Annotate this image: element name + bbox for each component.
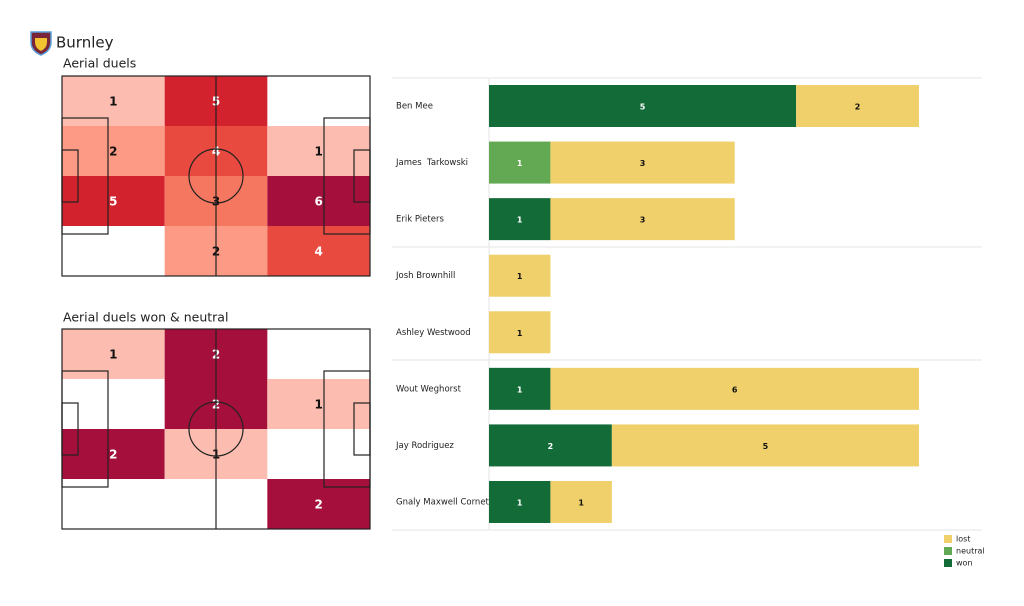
bar-label: 2: [855, 103, 861, 112]
bar-label: 1: [517, 159, 523, 168]
bar-label: 1: [517, 272, 523, 281]
bar-segment: [796, 85, 919, 127]
bar-label: 3: [640, 159, 646, 168]
bar-segment: [489, 141, 551, 184]
goal-box: [61, 402, 79, 456]
bar-segment: [550, 141, 735, 184]
player-name: Jay Rodriguez: [395, 441, 454, 451]
bar-segment: [489, 254, 551, 297]
cell-label: 1: [109, 95, 117, 109]
pitch: [61, 75, 371, 277]
cell-label: 1: [314, 145, 322, 159]
bar-segment: [489, 311, 551, 354]
cell-label: 2: [314, 498, 322, 512]
bar-label: 2: [548, 442, 554, 451]
heat-cell: [62, 429, 165, 479]
bar-segment: [489, 480, 551, 523]
player-name: Wout Weghorst: [396, 384, 462, 394]
bar-segment: [489, 85, 797, 127]
cell-label: 1: [109, 348, 117, 362]
bar-segment: [550, 480, 612, 523]
bar-segment: [550, 367, 919, 410]
pitch: [61, 328, 371, 530]
heat-cell: [267, 176, 370, 226]
cell-label: 2: [109, 145, 117, 159]
legend-label: won: [956, 559, 973, 568]
legend-label: neutral: [956, 547, 985, 556]
bar-label: 6: [732, 385, 738, 394]
heatmap-title: Aerial duels won & neutral: [63, 310, 228, 325]
bar-segment: [550, 198, 735, 241]
heat-cell: [62, 126, 165, 176]
centre-circle: [188, 148, 244, 204]
goal-box: [353, 149, 371, 203]
bar-label: 1: [517, 216, 523, 225]
bar-label: 1: [517, 385, 523, 394]
bar-label: 5: [763, 442, 769, 451]
heatmap-title: Aerial duels: [63, 56, 136, 71]
goal-box: [353, 402, 371, 456]
cell-label: 5: [109, 195, 117, 209]
player-name: Erik Pieters: [396, 215, 444, 225]
goal-box: [61, 149, 79, 203]
bar-segment: [489, 198, 551, 241]
legend-label: lost: [956, 535, 970, 544]
centre-circle: [188, 401, 244, 457]
bar-label: 1: [578, 498, 584, 507]
bar-label: 1: [517, 498, 523, 507]
group-separators: [392, 77, 982, 531]
cell-label: 4: [314, 245, 322, 259]
cell-label: 6: [314, 195, 322, 209]
bar-segment: [611, 424, 919, 467]
cell-label: 1: [314, 398, 322, 412]
bar-segment: [489, 424, 612, 467]
legend-swatch: [944, 535, 952, 543]
bar-segment: [489, 367, 551, 410]
heat-cell: [267, 379, 370, 429]
cell-label: 2: [109, 448, 117, 462]
bar-label: 3: [640, 216, 646, 225]
player-name: Ashley Westwood: [396, 328, 471, 338]
player-name: Gnaly Maxwell Cornet: [396, 497, 490, 507]
club-badge: [30, 31, 52, 56]
bar-label: 5: [640, 103, 646, 112]
legend-swatch: [944, 559, 952, 567]
player-name: Ben Mee: [396, 102, 433, 112]
player-name: Josh Brownhill: [395, 271, 455, 281]
player-name: James Tarkowski: [395, 158, 468, 168]
heat-cell: [62, 176, 165, 226]
bar-label: 1: [517, 329, 523, 338]
heat-cell: [267, 126, 370, 176]
club-name: Burnley: [56, 34, 114, 52]
legend-swatch: [944, 547, 952, 555]
